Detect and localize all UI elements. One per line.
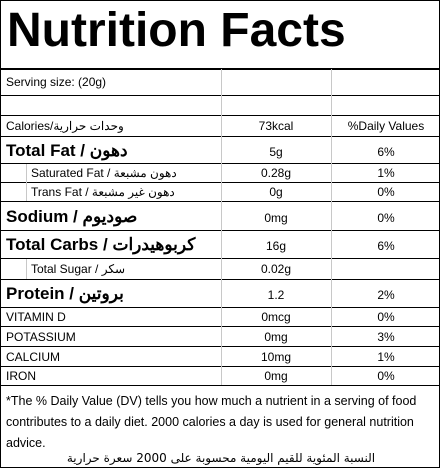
nutrient-dv: 0% (377, 211, 395, 225)
nutrient-dv: 0% (377, 310, 395, 324)
nutrient-name: POTASSIUM (6, 330, 76, 344)
nutrient-amount: 10mg (260, 350, 292, 364)
divider (1, 385, 439, 386)
nutrient-name: Total Fat / دهون (6, 141, 128, 160)
nutrient-amount: 0mg (264, 330, 288, 344)
footnote-arabic: النسبة المئوية للقيم اليومية محسوبة على … (66, 451, 376, 465)
nutrient-amount: 1.2 (267, 288, 285, 302)
nutrient-name: VITAMIN D (6, 310, 66, 324)
divider (1, 201, 439, 202)
divider (1, 136, 439, 137)
divider (1, 68, 439, 70)
nutrient-name: Trans Fat / دهون غير مشبعة (31, 185, 175, 199)
divider (1, 163, 439, 164)
page-title: Nutrition Facts (7, 4, 346, 57)
divider (1, 258, 439, 259)
divider (1, 95, 439, 96)
divider (1, 326, 439, 327)
nutrient-dv: 2% (377, 288, 395, 302)
nutrient-name: Sodium / صوديوم (6, 207, 138, 226)
column-divider (26, 164, 27, 201)
nutrient-dv: 6% (377, 145, 395, 159)
column-divider (331, 69, 332, 385)
divider (1, 346, 439, 347)
divider (1, 366, 439, 367)
nutrient-dv: 1% (377, 166, 395, 180)
daily-values-header: %Daily Values (347, 119, 425, 133)
nutrient-dv: 1% (377, 350, 395, 364)
nutrient-name: Saturated Fat / دهون مشبعة (31, 166, 177, 180)
nutrient-amount: 0.28g (260, 166, 292, 180)
nutrient-name: CALCIUM (6, 350, 61, 364)
nutrient-dv: 0% (377, 369, 395, 383)
nutrient-amount: 0mg (264, 369, 288, 383)
nutrient-amount: 0mg (264, 211, 288, 225)
nutrient-amount: 0mcg (261, 310, 291, 324)
divider (1, 182, 439, 183)
nutrient-amount: 0.02g (260, 262, 292, 276)
divider (1, 115, 439, 116)
nutrient-name: Total Carbs / كربوهيدرات (6, 235, 196, 254)
divider (1, 307, 439, 308)
column-divider (26, 259, 27, 279)
nutrient-dv: 6% (377, 239, 395, 253)
nutrient-amount: 0g (269, 185, 283, 199)
nutrient-name: IRON (6, 369, 36, 383)
divider (1, 279, 439, 280)
calories-value: 73kcal (258, 119, 294, 133)
calories-label: Calories/وحدات حرارية (6, 119, 124, 133)
nutrient-name: Total Sugar / سكر (31, 262, 126, 276)
footnote: *The % Daily Value (DV) tells you how mu… (6, 394, 417, 450)
nutrient-amount: 5g (269, 145, 283, 159)
divider (1, 230, 439, 231)
nutrient-amount: 16g (265, 239, 287, 253)
nutrient-dv: 3% (377, 330, 395, 344)
nutrient-name: Protein / بروتين (6, 284, 124, 303)
column-divider (221, 69, 222, 385)
nutrient-dv: 0% (377, 185, 395, 199)
serving-size: Serving size: (20g) (6, 75, 107, 89)
